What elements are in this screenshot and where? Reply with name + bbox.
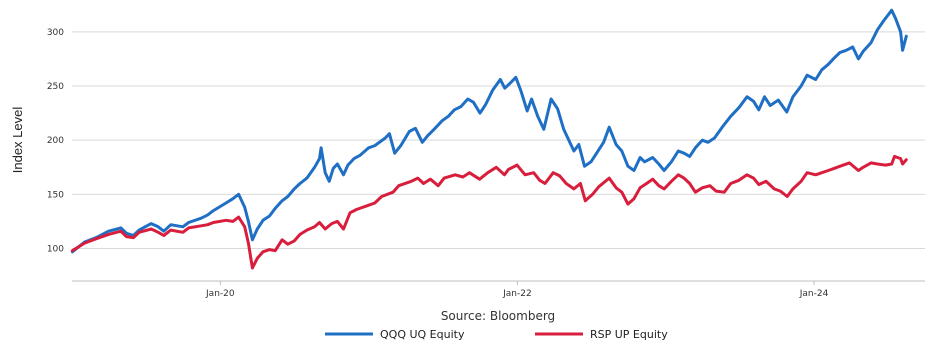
legend-label: RSP UP Equity xyxy=(590,328,668,341)
y-tick-label: 150 xyxy=(47,190,64,200)
legend: QQQ UQ Equity RSP UP Equity xyxy=(325,328,668,341)
x-tick-label: Jan-20 xyxy=(205,289,235,299)
y-tick-label: 300 xyxy=(47,28,64,38)
y-tick-label: 250 xyxy=(47,82,64,92)
y-axis-label: Index Level xyxy=(10,107,25,174)
x-tick-label: Jan-24 xyxy=(799,289,829,299)
gridlines xyxy=(72,31,925,249)
y-tick-label: 200 xyxy=(47,136,64,146)
x-axis-ticks: Jan-20 Jan-22 Jan-24 xyxy=(205,281,829,299)
source-note: Source: Bloomberg xyxy=(441,309,555,323)
series-lines xyxy=(70,8,908,270)
legend-label: QQQ UQ Equity xyxy=(380,328,465,341)
y-tick-label: 100 xyxy=(47,245,64,255)
y-axis-ticks: 100 150 200 250 300 xyxy=(47,28,64,255)
series-line-rsp xyxy=(70,154,908,270)
series-line-qqq xyxy=(70,8,908,254)
x-tick-label: Jan-22 xyxy=(502,289,532,299)
